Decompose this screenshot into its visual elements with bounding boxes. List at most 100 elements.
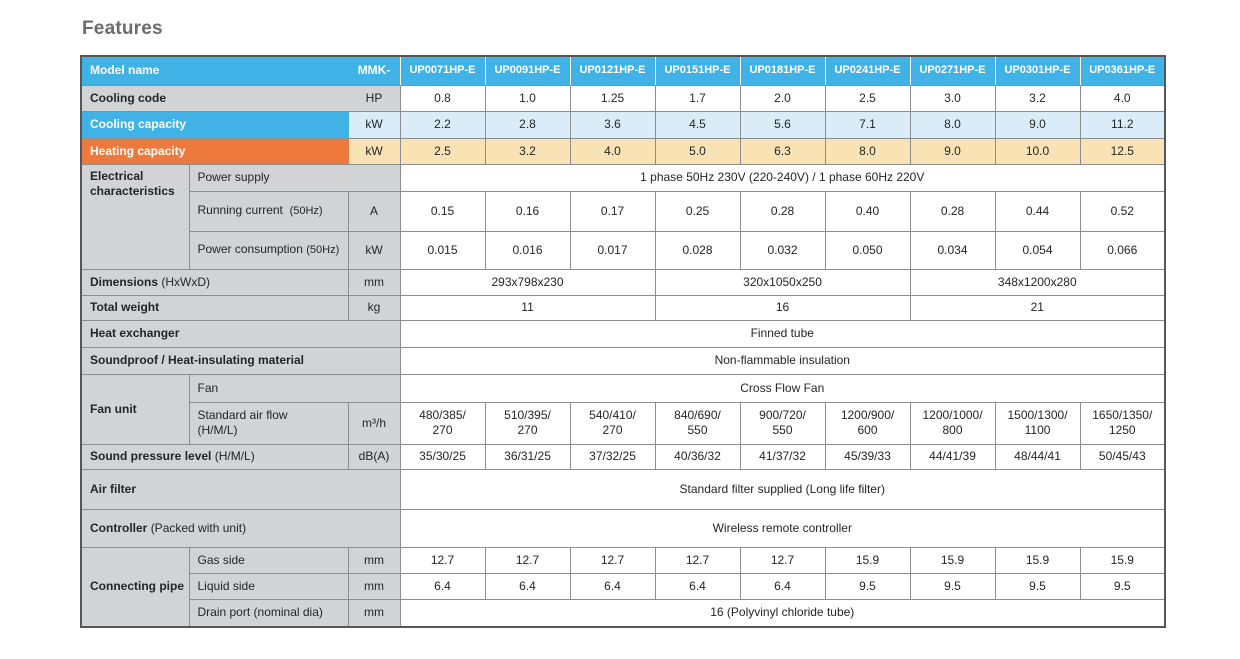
value-cell: 8.0 — [909, 110, 996, 139]
value-cell: 0.034 — [909, 230, 996, 270]
cooling-capacity-row: Cooling capacity kW 2.2 2.8 3.6 4.5 5.6 … — [80, 110, 1166, 139]
row-label: Heating capacity — [80, 137, 349, 165]
value-cell: 0.15 — [399, 190, 486, 232]
value-cell: 1500/1300/ 1100 — [994, 401, 1081, 445]
value-cell: 6.4 — [484, 572, 571, 600]
value-cell: 0.40 — [824, 190, 911, 232]
sub-label: Running current (50Hz) — [188, 190, 349, 232]
row-label: Cooling capacity — [80, 110, 349, 139]
value-cell: 50/45/43 — [1079, 443, 1166, 470]
value-cell: 293x798x230 — [399, 268, 656, 296]
row-unit: kW — [347, 137, 401, 165]
heat-exchanger-row: Heat exchanger Finned tube — [80, 319, 1166, 348]
sub-label: Standard air flow (H/M/L) — [188, 401, 349, 445]
value-cell: 3.0 — [909, 84, 996, 112]
row-label-suffix: (HxWxD) — [161, 274, 211, 289]
value-cell: 1200/1000/ 800 — [909, 401, 996, 445]
air-flow-row: Standard air flow (H/M/L) m³/h 480/385/ 2… — [81, 401, 1166, 445]
value-cell: 0.8 — [399, 84, 486, 112]
value-cell: 0.44 — [994, 190, 1081, 232]
value-cell: 4.0 — [1079, 84, 1166, 112]
controller-row: Controller (Packed with unit) Wireless r… — [80, 508, 1166, 548]
sub-label: Power supply — [188, 163, 401, 192]
model-header: UP0091HP-E — [484, 55, 571, 86]
value-cell: Standard filter supplied (Long life filt… — [399, 468, 1166, 510]
dimensions-row: Dimensions (HxWxD) mm 293x798x230 320x10… — [80, 268, 1166, 296]
model-name-row: Model name MMK- UP0071HP-E UP0091HP-E UP… — [80, 55, 1166, 86]
model-header: UP0121HP-E — [569, 55, 656, 86]
value-cell: 1650/1350/ 1250 — [1079, 401, 1166, 445]
value-cell: 9.5 — [1079, 572, 1166, 600]
value-cell: 7.1 — [824, 110, 911, 139]
value-cell: 5.6 — [739, 110, 826, 139]
value-cell: 5.0 — [654, 137, 741, 165]
value-cell: 2.5 — [824, 84, 911, 112]
row-unit: m³/h — [347, 401, 401, 445]
value-cell: 15.9 — [824, 546, 911, 574]
value-cell: Cross Flow Fan — [399, 373, 1166, 403]
value-cell: 2.8 — [484, 110, 571, 139]
value-cell: Non-flammable insulation — [399, 346, 1166, 375]
row-unit: kg — [347, 294, 401, 321]
row-label: Air filter — [80, 468, 401, 510]
page-title: Features — [82, 18, 163, 39]
value-cell: 40/36/32 — [654, 443, 741, 470]
features-table: Model name MMK- UP0071HP-E UP0091HP-E UP… — [80, 55, 1167, 628]
row-unit: dB(A) — [347, 443, 401, 470]
value-cell: 12.7 — [739, 546, 826, 574]
value-cell: 840/690/ 550 — [654, 401, 741, 445]
group-label-electrical: Electrical characteristics — [80, 163, 190, 270]
sub-label: Gas side — [188, 546, 349, 574]
sub-label-suffix: (H/M/L) — [197, 423, 238, 437]
sub-label-text: Standard air flow — [197, 408, 288, 422]
value-cell: 3.2 — [484, 137, 571, 165]
model-name-label: Model name — [80, 55, 349, 86]
value-cell: 2.2 — [399, 110, 486, 139]
value-cell: 3.2 — [994, 84, 1081, 112]
row-label: Soundproof / Heat-insulating material — [80, 346, 401, 375]
value-cell: 41/37/32 — [739, 443, 826, 470]
value-cell: 0.054 — [994, 230, 1081, 270]
value-cell: 1.0 — [484, 84, 571, 112]
value-cell: 6.4 — [654, 572, 741, 600]
value-cell: 0.28 — [909, 190, 996, 232]
value-cell: 0.28 — [739, 190, 826, 232]
value-cell: 4.5 — [654, 110, 741, 139]
value-cell: 0.16 — [484, 190, 571, 232]
value-cell: 44/41/39 — [909, 443, 996, 470]
value-cell: 0.016 — [484, 230, 571, 270]
row-label: Controller (Packed with unit) — [80, 508, 401, 548]
value-cell: 3.6 — [569, 110, 656, 139]
value-cell: 0.028 — [654, 230, 741, 270]
value-cell: 480/385/ 270 — [399, 401, 486, 445]
value-cell: 510/395/ 270 — [484, 401, 571, 445]
drain-port-row: Drain port (nominal dia) mm 16 (Polyviny… — [81, 598, 1166, 628]
row-label: Cooling code — [80, 84, 349, 112]
value-cell: 21 — [909, 294, 1166, 321]
model-header: UP0271HP-E — [909, 55, 996, 86]
value-cell: 11.2 — [1079, 110, 1166, 139]
value-cell: 12.7 — [654, 546, 741, 574]
model-header: UP0361HP-E — [1079, 55, 1166, 86]
value-cell: 0.17 — [569, 190, 656, 232]
cooling-code-row: Cooling code HP 0.8 1.0 1.25 1.7 2.0 2.5… — [80, 84, 1166, 112]
value-cell: 6.4 — [739, 572, 826, 600]
row-unit: kW — [347, 110, 401, 139]
row-unit: mm — [347, 268, 401, 296]
value-cell: 12.7 — [484, 546, 571, 574]
row-label-text: Sound pressure level — [90, 449, 212, 463]
row-label-suffix: (Packed with unit) — [150, 520, 247, 535]
row-label: Sound pressure level (H/M/L) — [80, 443, 349, 470]
value-cell: 35/30/25 — [399, 443, 486, 470]
row-unit: mm — [347, 546, 401, 574]
sub-label-suffix: (50Hz) — [289, 205, 323, 218]
value-cell: 12.5 — [1079, 137, 1166, 165]
liquid-side-row: Liquid side mm 6.4 6.4 6.4 6.4 6.4 9.5 9… — [81, 572, 1166, 600]
value-cell: 12.7 — [399, 546, 486, 574]
value-cell: 9.0 — [909, 137, 996, 165]
value-cell: 6.4 — [569, 572, 656, 600]
power-supply-row: Electrical characteristics Power supply … — [80, 163, 1166, 270]
value-cell: 2.5 — [399, 137, 486, 165]
value-cell: 16 (Polyvinyl chloride tube) — [399, 598, 1166, 628]
row-unit: kW — [347, 230, 401, 270]
